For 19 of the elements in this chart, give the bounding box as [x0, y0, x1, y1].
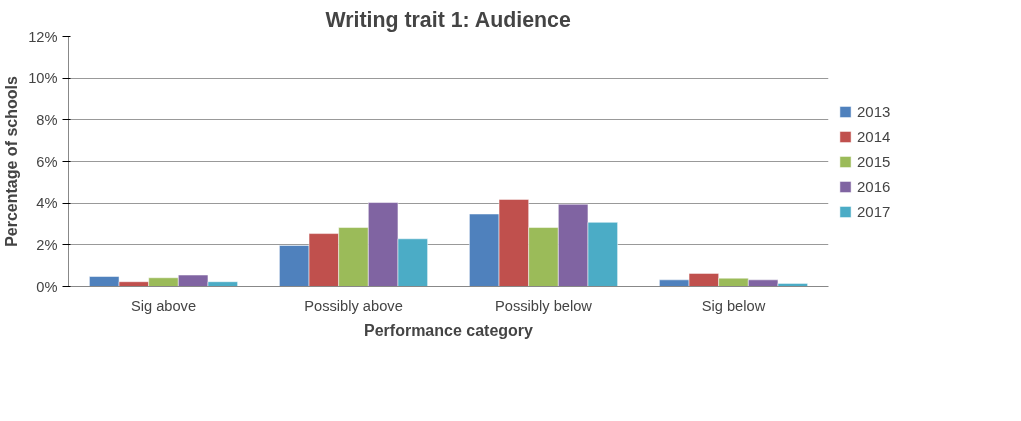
y-tick-label: 6%: [36, 153, 58, 170]
x-tick-label: Possibly above: [304, 297, 403, 314]
legend-label: 2017: [857, 202, 891, 220]
y-tick-label: 10%: [28, 70, 58, 87]
y-tick-label: 2%: [36, 236, 58, 253]
y-tick-label: 8%: [36, 111, 58, 128]
x-axis-title: Performance category: [364, 321, 534, 339]
x-tick-label: Sig below: [701, 297, 766, 314]
legend-label: 2015: [857, 152, 891, 170]
y-tick-label: 4%: [36, 195, 58, 212]
x-tick-label: Possibly below: [495, 297, 593, 314]
y-axis-title: Percentage of schools: [3, 76, 21, 247]
y-tick-label: 0%: [36, 278, 58, 295]
legend-label: 2013: [857, 102, 891, 120]
legend-label: 2014: [857, 127, 891, 145]
chart-title: Writing trait 1: Audience: [325, 7, 571, 32]
legend-label: 2016: [857, 177, 891, 195]
x-tick-label: Sig above: [130, 297, 197, 314]
y-tick-label: 12%: [28, 28, 58, 45]
